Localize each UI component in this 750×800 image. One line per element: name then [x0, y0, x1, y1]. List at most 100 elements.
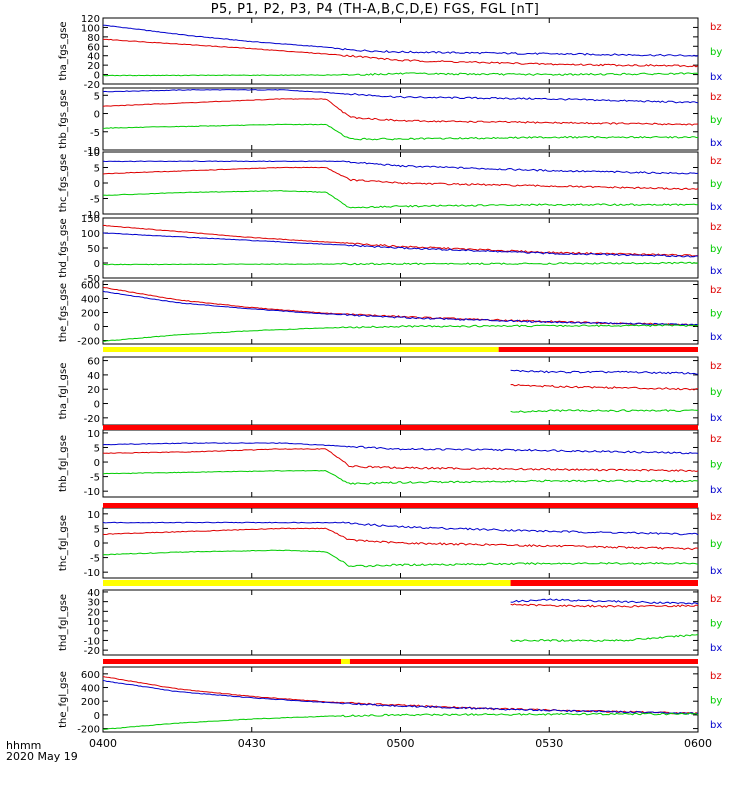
x-tick-label: 0530 [535, 737, 563, 750]
series-line-bx [102, 232, 699, 258]
y-tick-label: 0 [94, 323, 100, 334]
legend-bx: bx [710, 202, 722, 213]
y-tick-label: 200 [81, 309, 100, 320]
time-axis-label: hhmm [6, 739, 42, 752]
y-tick-label: -10 [84, 210, 100, 221]
y-axis-label: tha_fgl_gse [58, 363, 69, 420]
flag-segment-yellow [341, 659, 350, 664]
series-line-by [102, 123, 699, 141]
panel-frame [102, 356, 699, 426]
legend-bz: bz [710, 222, 722, 233]
y-tick-label: -10 [84, 636, 100, 647]
y-tick-label: -10 [84, 568, 100, 579]
y-tick-label: 50 [87, 244, 100, 255]
panel-frame [102, 280, 699, 345]
y-axis-label: the_fgs_gse [58, 283, 69, 342]
chart-title: P5, P1, P2, P3, P4 (TH-A,B,C,D,E) FGS, F… [210, 2, 540, 17]
y-axis-label: thb_fgs_gse [58, 89, 69, 148]
y-tick-label: 60 [87, 357, 100, 368]
y-tick-label: -5 [90, 128, 100, 139]
y-tick-label: -5 [90, 473, 100, 484]
flag-segment-red [103, 503, 698, 508]
x-tick-label: 0500 [387, 737, 415, 750]
y-tick-label: -20 [84, 646, 100, 657]
series-line-bz [102, 448, 699, 473]
series-line-bz [102, 676, 699, 715]
y-tick-label: -10 [84, 146, 100, 157]
series-line-bx [510, 369, 699, 375]
y-tick-label: 0 [94, 71, 100, 82]
y-axis-label: thb_fgl_gse [58, 435, 69, 492]
series-line-by [102, 469, 699, 485]
legend-by: by [710, 179, 722, 190]
legend-bx: bx [710, 566, 722, 577]
y-tick-label: 200 [81, 697, 100, 708]
x-tick-label: 0400 [89, 737, 117, 750]
y-tick-label: 60 [87, 42, 100, 53]
y-tick-label: 40 [87, 371, 100, 382]
y-tick-label: -200 [77, 725, 100, 736]
y-axis-label: thd_fgl_gse [58, 594, 69, 651]
legend-bx: bx [710, 138, 722, 149]
series-line-by [102, 72, 698, 77]
y-tick-label: 400 [81, 684, 100, 695]
y-tick-label: 0 [94, 539, 100, 550]
y-tick-label: 0 [94, 627, 100, 638]
legend-by: by [710, 115, 722, 126]
legend-bx: bx [710, 485, 722, 496]
legend-bz: bz [710, 22, 722, 33]
legend-bx: bx [710, 72, 722, 83]
legend-bx: bx [710, 332, 722, 343]
y-tick-label: 80 [87, 33, 100, 44]
y-tick-label: 0 [94, 458, 100, 469]
y-tick-label: 5 [94, 91, 100, 102]
y-tick-label: 20 [87, 61, 100, 72]
flag-segment-red [510, 580, 698, 586]
series-line-bx [510, 598, 699, 605]
y-tick-label: 40 [87, 52, 100, 63]
legend-by: by [710, 539, 722, 550]
legend-bx: bx [710, 720, 722, 731]
series-line-bz [102, 286, 699, 327]
y-tick-label: -200 [77, 337, 100, 348]
series-line-by [510, 409, 699, 413]
legend-bz: bz [710, 434, 722, 445]
y-tick-label: 0 [94, 711, 100, 722]
series-line-bx [102, 442, 699, 455]
y-tick-label: 10 [87, 617, 100, 628]
y-tick-label: 100 [81, 23, 100, 34]
series-line-bz [102, 166, 699, 191]
series-line-by [102, 549, 699, 568]
y-tick-label: -5 [90, 554, 100, 565]
flag-segment-yellow [103, 347, 499, 352]
legend-by: by [710, 460, 722, 471]
series-line-bx [102, 24, 699, 57]
series-line-bz [102, 98, 699, 126]
y-tick-label: 120 [81, 14, 100, 25]
y-tick-label: 30 [87, 598, 100, 609]
series-line-bx [102, 89, 699, 104]
panel-frame [102, 429, 699, 498]
legend-bx: bx [710, 413, 722, 424]
series-line-bx [102, 680, 699, 715]
y-tick-label: 20 [87, 607, 100, 618]
y-tick-label: -20 [84, 414, 100, 425]
flag-segment-red [349, 659, 698, 664]
y-tick-label: 0 [94, 259, 100, 270]
legend-bz: bz [710, 671, 722, 682]
y-tick-label: 600 [81, 670, 100, 681]
x-tick-label: 0600 [684, 737, 712, 750]
series-line-by [510, 634, 699, 642]
series-line-bx [102, 521, 699, 536]
legend-by: by [710, 696, 722, 707]
y-tick-label: -50 [84, 274, 100, 285]
legend-by: by [710, 387, 722, 398]
legend-bx: bx [710, 266, 722, 277]
series-line-by [102, 261, 699, 266]
legend-bz: bz [710, 594, 722, 605]
y-tick-label: -10 [84, 487, 100, 498]
series-line-bx [102, 290, 699, 327]
legend-bz: bz [710, 512, 722, 523]
